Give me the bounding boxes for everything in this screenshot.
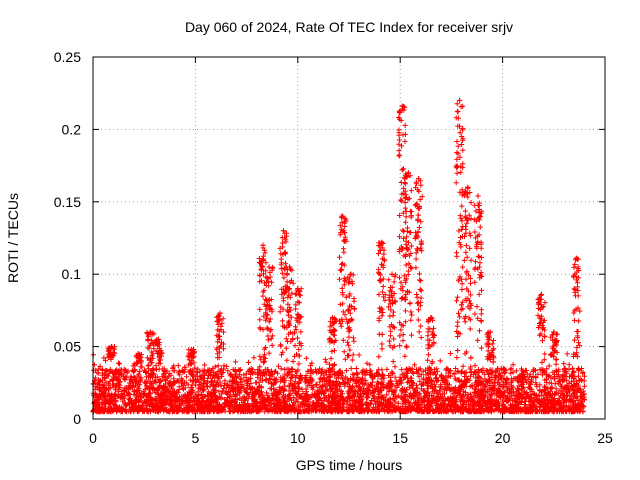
y-tick-label: 0.2 [62, 121, 82, 137]
grid-lines [93, 57, 605, 419]
peak-point [456, 97, 463, 104]
y-tick-label: 0 [73, 411, 81, 427]
peak-point [428, 315, 434, 321]
roti-series-points [90, 97, 588, 415]
peak-point [266, 264, 272, 270]
peak-point [416, 176, 422, 182]
peak-point [135, 351, 141, 357]
x-tick-label: 0 [89, 430, 97, 446]
peak-point [155, 336, 162, 342]
peak-point [573, 255, 579, 261]
peak-point [348, 271, 354, 277]
peak-point [487, 329, 493, 335]
peak-point [379, 239, 385, 245]
x-tick-label: 10 [290, 430, 306, 446]
peak-point [287, 264, 293, 270]
y-axis-label: ROTI / TECUs [5, 193, 21, 283]
peak-point [295, 286, 301, 292]
peak-point [217, 310, 223, 316]
y-tick-label: 0.05 [54, 339, 81, 355]
peak-point [399, 103, 405, 109]
peak-point [551, 329, 557, 335]
x-tick-label: 20 [495, 430, 511, 446]
x-tick-label: 25 [597, 430, 613, 446]
peak-point [108, 344, 115, 350]
y-tick-label: 0.15 [54, 194, 81, 210]
data-points [90, 97, 588, 415]
x-tick-label: 15 [392, 430, 408, 446]
x-tick-label: 5 [192, 430, 200, 446]
y-tick-label: 0.25 [54, 49, 81, 65]
peak-point [188, 346, 194, 353]
peak-point [405, 170, 411, 176]
x-axis-label: GPS time / hours [296, 457, 403, 473]
plot-frame [92, 56, 606, 420]
peak-point [280, 228, 287, 234]
axis-ticks: 0 5 10 15 20 25 0 0.05 0.1 0.15 0.2 0.25 [54, 49, 613, 446]
peak-point [147, 329, 153, 335]
peak-point [389, 271, 395, 277]
peak-point [538, 291, 545, 298]
chart-title: Day 060 of 2024, Rate Of TEC Index for r… [185, 19, 513, 35]
peak-point [330, 315, 336, 321]
peak-point [465, 184, 471, 190]
peak-point [475, 193, 481, 199]
y-tick-label: 0.1 [62, 266, 82, 282]
peak-point [340, 213, 346, 219]
peak-point [260, 242, 266, 248]
